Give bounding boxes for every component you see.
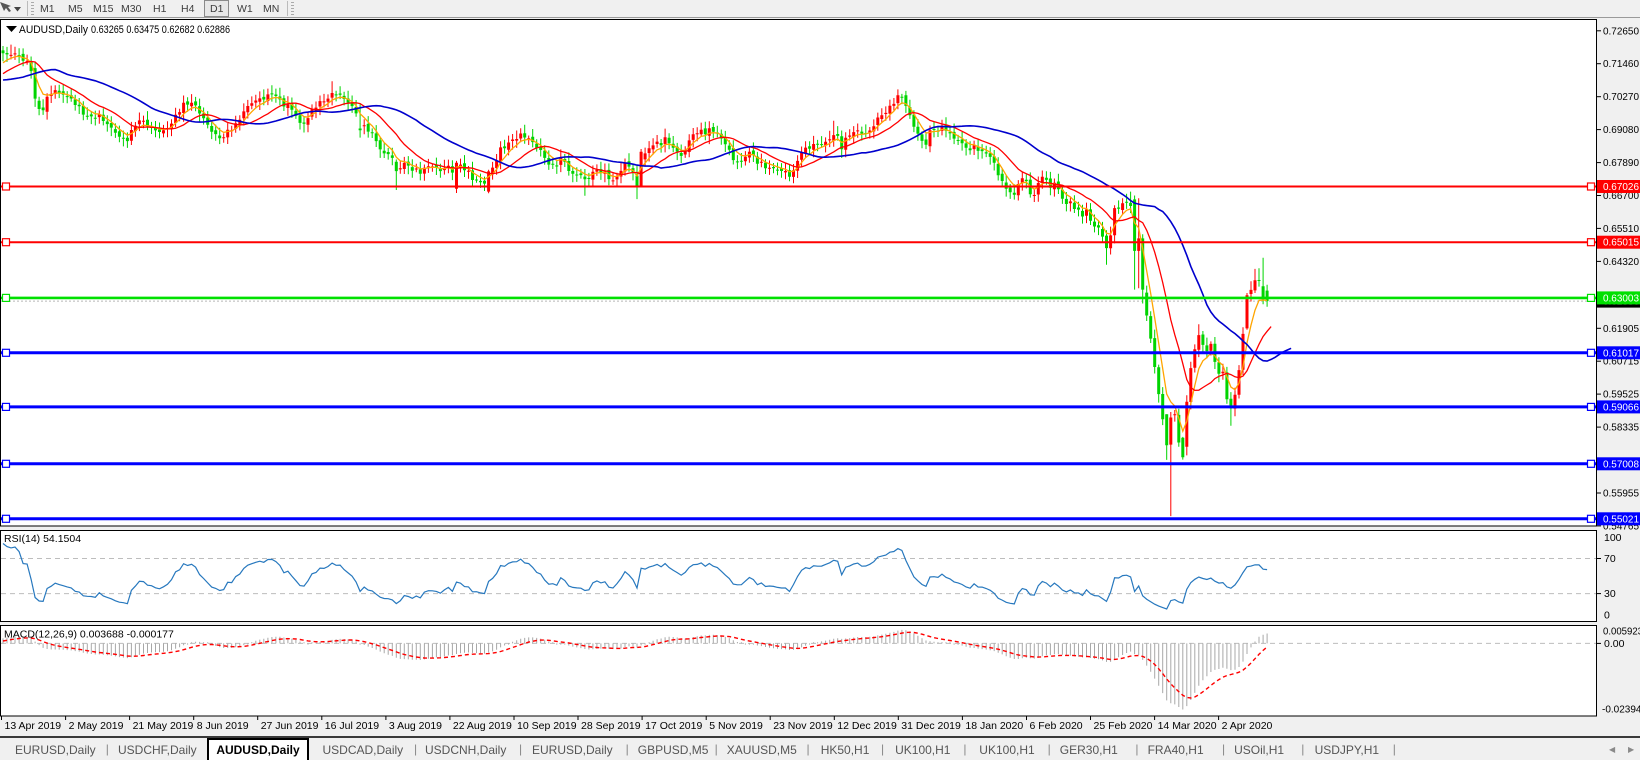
svg-text:2 Apr 2020: 2 Apr 2020 [1222,720,1273,732]
svg-text:0.55021: 0.55021 [1603,513,1639,525]
svg-text:3 Aug 2019: 3 Aug 2019 [389,720,442,732]
svg-text:0.71460: 0.71460 [1603,58,1639,70]
svg-text:MACD(12,26,9) 0.003688 -0.0001: MACD(12,26,9) 0.003688 -0.000177 [4,629,174,641]
svg-text:18 Jan 2020: 18 Jan 2020 [965,720,1023,732]
svg-text:10 Sep 2019: 10 Sep 2019 [517,720,577,732]
svg-text:0.61017: 0.61017 [1603,347,1639,359]
svg-text:0.65015: 0.65015 [1603,237,1639,249]
svg-text:0.00: 0.00 [1604,638,1625,650]
svg-text:21 May 2019: 21 May 2019 [133,720,194,732]
svg-text:70: 70 [1604,553,1616,565]
svg-text:0.57008: 0.57008 [1603,458,1639,470]
svg-text:-0.023944: -0.023944 [1602,704,1640,716]
svg-text:17 Oct 2019: 17 Oct 2019 [645,720,702,732]
svg-text:100: 100 [1604,532,1622,544]
svg-text:16 Jul 2019: 16 Jul 2019 [325,720,379,732]
svg-text:0.69080: 0.69080 [1603,124,1639,136]
svg-text:28 Sep 2019: 28 Sep 2019 [581,720,641,732]
svg-text:8 Jun 2019: 8 Jun 2019 [197,720,249,732]
svg-text:AUDUSD,Daily: AUDUSD,Daily [19,24,88,36]
svg-text:0.63265 0.63475 0.62682 0.6288: 0.63265 0.63475 0.62682 0.62886 [91,24,230,36]
svg-text:12 Dec 2019: 12 Dec 2019 [837,720,897,732]
svg-text:0.61905: 0.61905 [1603,323,1639,335]
svg-text:0.67890: 0.67890 [1603,157,1639,169]
svg-text:0.59066: 0.59066 [1603,401,1639,413]
svg-text:0.70270: 0.70270 [1603,91,1639,103]
svg-text:0.67026: 0.67026 [1603,181,1639,193]
svg-text:25 Feb 2020: 25 Feb 2020 [1094,720,1153,732]
svg-text:0.64320: 0.64320 [1603,256,1639,268]
svg-text:0.58335: 0.58335 [1603,422,1639,434]
svg-text:0.55955: 0.55955 [1603,488,1639,500]
svg-text:0.59525: 0.59525 [1603,389,1639,401]
svg-text:0.005923: 0.005923 [1603,626,1640,638]
svg-text:31 Dec 2019: 31 Dec 2019 [901,720,961,732]
svg-text:27 Jun 2019: 27 Jun 2019 [261,720,319,732]
svg-text:6 Feb 2020: 6 Feb 2020 [1030,720,1083,732]
svg-text:5 Nov 2019: 5 Nov 2019 [709,720,763,732]
svg-text:0: 0 [1604,610,1610,622]
svg-text:22 Aug 2019: 22 Aug 2019 [453,720,512,732]
svg-text:14 Mar 2020: 14 Mar 2020 [1158,720,1217,732]
svg-text:23 Nov 2019: 23 Nov 2019 [773,720,833,732]
svg-text:0.65510: 0.65510 [1603,223,1639,235]
svg-text:30: 30 [1604,588,1616,600]
svg-text:13 Apr 2019: 13 Apr 2019 [5,720,62,732]
svg-text:0.72650: 0.72650 [1603,25,1639,37]
svg-text:RSI(14) 54.1504: RSI(14) 54.1504 [4,533,81,545]
svg-text:0.63003: 0.63003 [1603,292,1639,304]
svg-text:2 May 2019: 2 May 2019 [69,720,124,732]
